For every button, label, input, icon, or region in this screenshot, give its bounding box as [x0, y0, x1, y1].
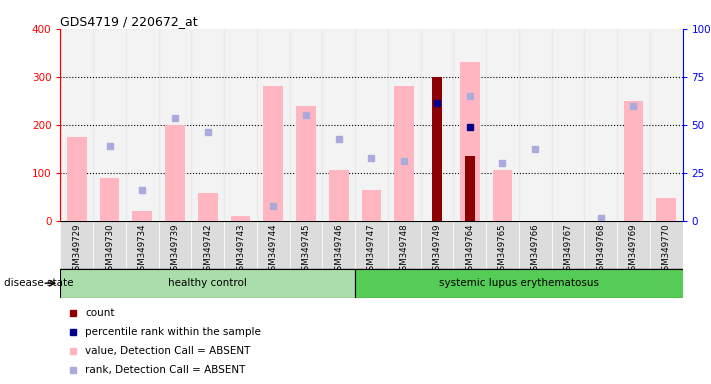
- Bar: [126, 29, 159, 221]
- Bar: [355, 269, 699, 298]
- Bar: [454, 29, 486, 221]
- Bar: [224, 221, 257, 269]
- Bar: [257, 221, 289, 269]
- Bar: [650, 221, 683, 269]
- Bar: [624, 101, 643, 221]
- Bar: [617, 29, 650, 221]
- Bar: [465, 156, 475, 221]
- Text: GSM349766: GSM349766: [530, 223, 540, 276]
- Bar: [289, 221, 322, 269]
- Text: GSM349747: GSM349747: [367, 223, 376, 276]
- Text: healthy control: healthy control: [169, 278, 247, 288]
- Bar: [224, 29, 257, 221]
- Bar: [126, 221, 159, 269]
- Bar: [60, 269, 355, 298]
- Bar: [322, 29, 355, 221]
- Bar: [289, 29, 322, 221]
- Bar: [159, 29, 191, 221]
- Bar: [230, 216, 250, 221]
- Bar: [388, 221, 421, 269]
- Bar: [100, 177, 119, 221]
- Bar: [519, 29, 552, 221]
- Bar: [355, 221, 388, 269]
- Text: GSM349765: GSM349765: [498, 223, 507, 276]
- Bar: [257, 29, 289, 221]
- Text: GSM349729: GSM349729: [73, 223, 81, 276]
- Bar: [388, 29, 421, 221]
- Text: GSM349739: GSM349739: [171, 223, 180, 276]
- Bar: [159, 221, 191, 269]
- Bar: [132, 211, 152, 221]
- Bar: [322, 221, 355, 269]
- Bar: [552, 221, 584, 269]
- Bar: [519, 221, 552, 269]
- Text: GSM349742: GSM349742: [203, 223, 213, 276]
- Bar: [191, 221, 224, 269]
- Text: GSM349744: GSM349744: [269, 223, 278, 276]
- Text: GSM349770: GSM349770: [662, 223, 670, 276]
- Text: GSM349769: GSM349769: [629, 223, 638, 276]
- Bar: [432, 77, 442, 221]
- Text: GSM349748: GSM349748: [400, 223, 409, 276]
- Text: value, Detection Call = ABSENT: value, Detection Call = ABSENT: [85, 346, 251, 356]
- Bar: [421, 221, 454, 269]
- Bar: [584, 221, 617, 269]
- Bar: [493, 170, 513, 221]
- Text: systemic lupus erythematosus: systemic lupus erythematosus: [439, 278, 599, 288]
- Bar: [60, 29, 93, 221]
- Text: disease state: disease state: [4, 278, 73, 288]
- Bar: [93, 221, 126, 269]
- Bar: [617, 221, 650, 269]
- Bar: [486, 221, 519, 269]
- Text: GSM349749: GSM349749: [432, 223, 442, 276]
- Bar: [198, 194, 218, 221]
- Bar: [296, 106, 316, 221]
- Text: GSM349767: GSM349767: [563, 223, 572, 276]
- Bar: [362, 190, 381, 221]
- Text: GSM349743: GSM349743: [236, 223, 245, 276]
- Text: GSM349745: GSM349745: [301, 223, 311, 276]
- Bar: [329, 170, 348, 221]
- Bar: [165, 125, 185, 221]
- Bar: [421, 29, 454, 221]
- Bar: [454, 221, 486, 269]
- Bar: [264, 86, 283, 221]
- Text: percentile rank within the sample: percentile rank within the sample: [85, 327, 261, 337]
- Bar: [93, 29, 126, 221]
- Text: GSM349768: GSM349768: [597, 223, 605, 276]
- Text: GDS4719 / 220672_at: GDS4719 / 220672_at: [60, 15, 198, 28]
- Bar: [656, 198, 676, 221]
- Bar: [650, 29, 683, 221]
- Text: GSM349730: GSM349730: [105, 223, 114, 276]
- Bar: [395, 86, 414, 221]
- Text: GSM349734: GSM349734: [138, 223, 146, 276]
- Text: rank, Detection Call = ABSENT: rank, Detection Call = ABSENT: [85, 365, 246, 375]
- Bar: [191, 29, 224, 221]
- Text: GSM349764: GSM349764: [465, 223, 474, 276]
- Bar: [584, 29, 617, 221]
- Bar: [67, 137, 87, 221]
- Text: count: count: [85, 308, 114, 318]
- Bar: [486, 29, 519, 221]
- Text: GSM349746: GSM349746: [334, 223, 343, 276]
- Bar: [60, 221, 93, 269]
- Bar: [460, 62, 479, 221]
- Bar: [355, 29, 388, 221]
- Bar: [552, 29, 584, 221]
